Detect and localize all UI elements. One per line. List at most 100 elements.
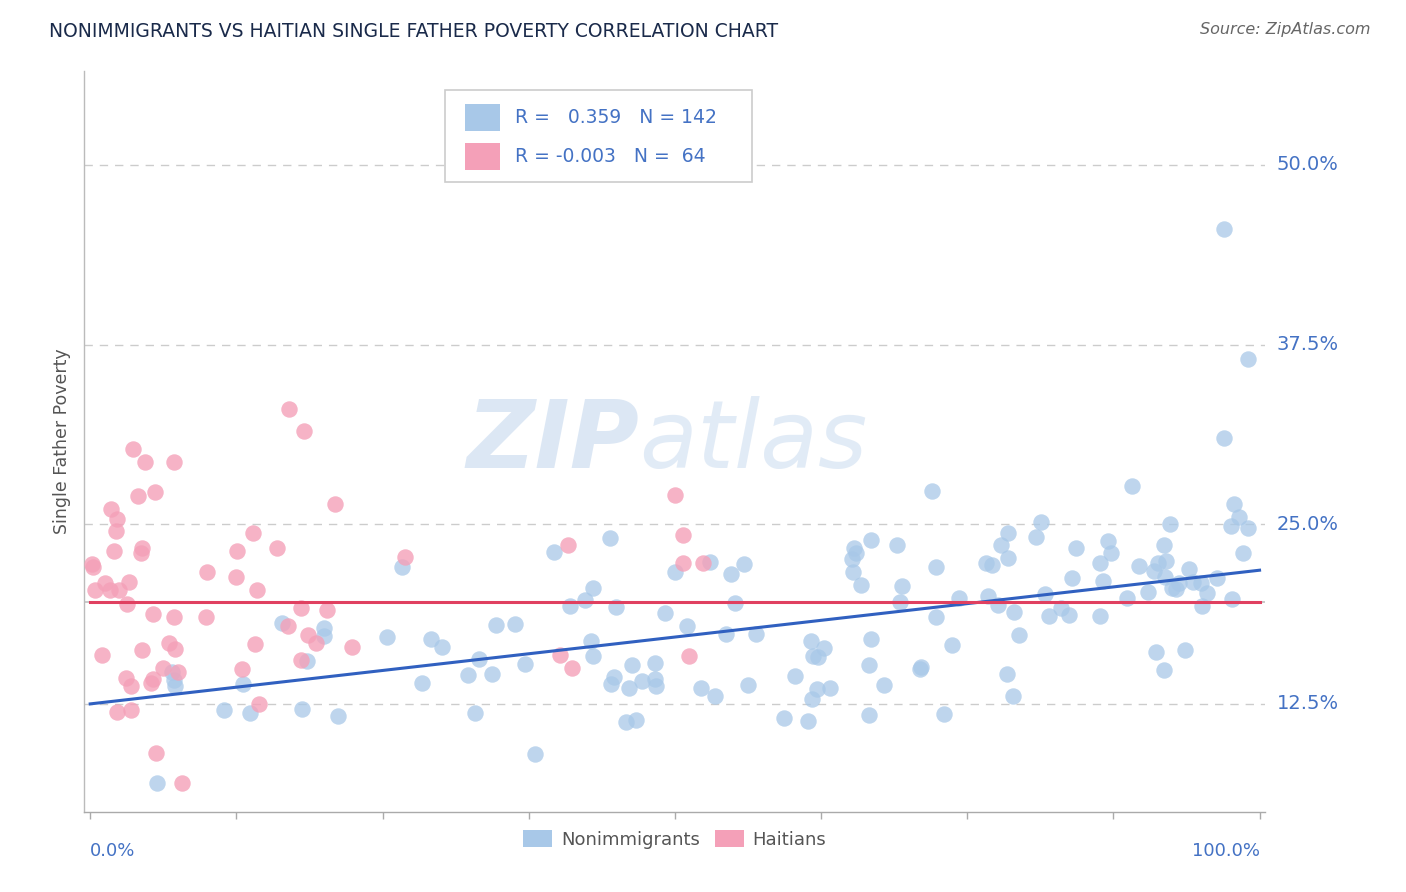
Point	[626, 713, 648, 727]
Point	[120, 703, 142, 717]
Point	[142, 607, 165, 621]
Point	[108, 583, 131, 598]
Point	[1029, 515, 1052, 529]
Point	[297, 654, 319, 668]
Point	[1161, 581, 1184, 595]
Point	[1116, 591, 1139, 606]
Text: ZIP: ZIP	[467, 395, 640, 488]
Point	[394, 550, 416, 565]
Point	[773, 711, 796, 725]
Point	[910, 660, 932, 674]
Point	[599, 677, 621, 691]
Point	[579, 633, 602, 648]
Point	[858, 657, 880, 672]
Point	[1191, 599, 1213, 613]
Point	[1002, 605, 1025, 619]
Point	[977, 589, 1000, 603]
Point	[672, 527, 695, 541]
Point	[84, 582, 107, 597]
Point	[170, 776, 193, 790]
Point	[890, 579, 912, 593]
Point	[105, 524, 128, 538]
Point	[231, 663, 253, 677]
Point	[1177, 562, 1199, 576]
Point	[1088, 609, 1111, 624]
Point	[699, 555, 721, 569]
Point	[375, 630, 398, 644]
Point	[114, 671, 136, 685]
Point	[980, 558, 1002, 572]
Point	[1220, 519, 1243, 533]
Point	[411, 676, 433, 690]
Point	[932, 707, 955, 722]
Point	[796, 714, 818, 728]
Point	[654, 606, 676, 620]
Point	[297, 628, 319, 642]
Point	[886, 538, 908, 552]
Point	[678, 649, 700, 664]
Point	[614, 715, 637, 730]
Point	[801, 691, 824, 706]
Point	[271, 615, 294, 630]
Point	[845, 546, 868, 560]
Point	[291, 701, 314, 715]
Point	[1232, 546, 1254, 560]
Point	[860, 632, 883, 646]
Point	[806, 681, 828, 696]
Point	[974, 556, 997, 570]
Point	[603, 670, 626, 684]
Point	[524, 747, 547, 761]
Text: R = -0.003   N =  64: R = -0.003 N = 64	[516, 147, 706, 166]
Point	[644, 679, 666, 693]
Point	[98, 582, 121, 597]
Point	[672, 557, 695, 571]
Point	[842, 566, 865, 580]
Point	[464, 706, 486, 720]
Point	[290, 601, 312, 615]
Point	[1164, 582, 1187, 596]
Point	[733, 557, 755, 571]
Point	[941, 639, 963, 653]
Point	[1025, 530, 1047, 544]
Point	[120, 679, 142, 693]
Point	[513, 657, 536, 671]
Point	[143, 484, 166, 499]
Point	[146, 776, 169, 790]
Point	[873, 678, 896, 692]
Point	[245, 637, 267, 651]
Point	[457, 667, 479, 681]
Point	[166, 665, 188, 679]
Point	[1223, 497, 1246, 511]
Point	[305, 635, 328, 649]
Text: 100.0%: 100.0%	[1191, 842, 1260, 860]
Point	[581, 581, 603, 595]
Point	[1213, 431, 1236, 445]
Point	[160, 665, 183, 680]
Point	[908, 662, 931, 676]
Point	[1064, 541, 1087, 556]
Legend: Nonimmigrants, Haitians: Nonimmigrants, Haitians	[516, 822, 834, 856]
Point	[605, 599, 627, 614]
Point	[1153, 538, 1175, 552]
Point	[94, 576, 117, 591]
Point	[278, 402, 301, 417]
Point	[131, 541, 153, 556]
Point	[644, 672, 666, 686]
Point	[644, 656, 666, 670]
Point	[1001, 689, 1024, 703]
FancyBboxPatch shape	[464, 144, 501, 169]
Point	[1049, 601, 1071, 615]
Point	[242, 525, 264, 540]
Text: NONIMMIGRANTS VS HAITIAN SINGLE FATHER POVERTY CORRELATION CHART: NONIMMIGRANTS VS HAITIAN SINGLE FATHER P…	[49, 22, 779, 41]
Point	[561, 661, 583, 675]
Point	[582, 649, 605, 664]
Point	[82, 560, 104, 574]
Point	[1195, 586, 1218, 600]
Text: 37.5%: 37.5%	[1277, 335, 1339, 354]
Point	[1121, 479, 1143, 493]
Point	[842, 541, 865, 556]
Point	[990, 538, 1012, 552]
Text: 50.0%: 50.0%	[1277, 155, 1339, 174]
Point	[889, 595, 911, 609]
Point	[692, 557, 714, 571]
